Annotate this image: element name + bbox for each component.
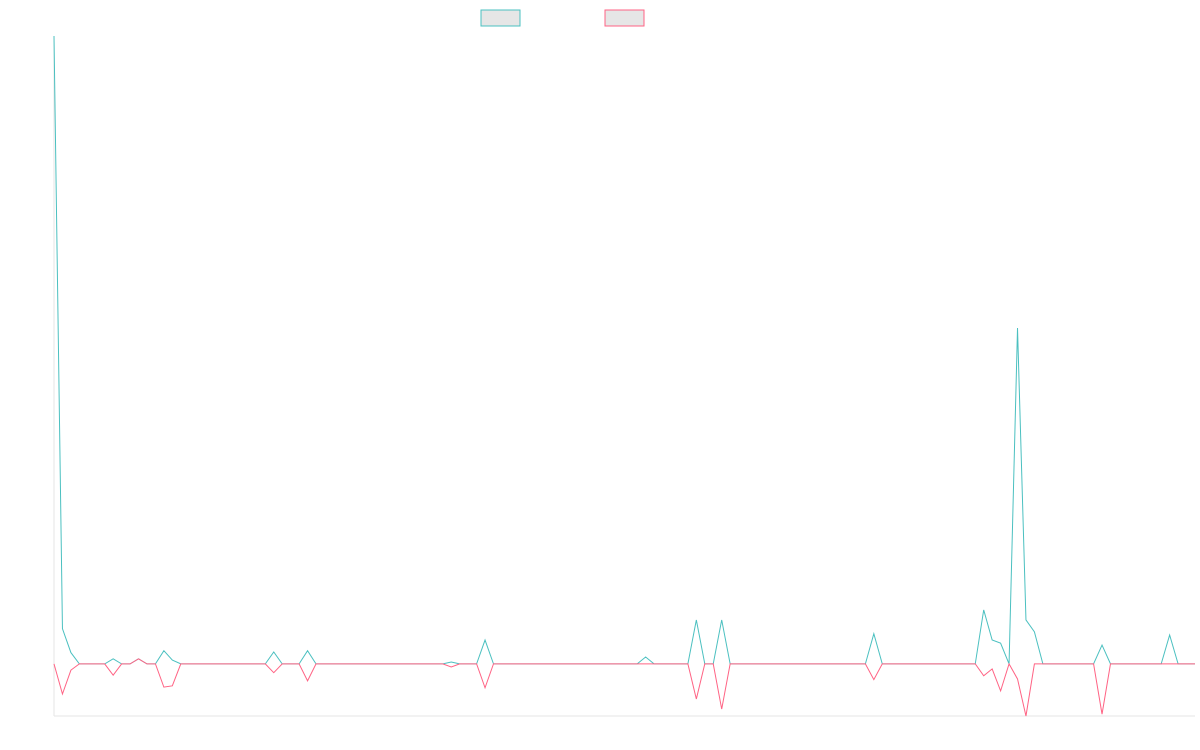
series-line — [53, 658, 1195, 717]
series-line — [53, 35, 1195, 665]
legend-swatch — [480, 9, 521, 27]
legend-swatch — [604, 9, 645, 27]
